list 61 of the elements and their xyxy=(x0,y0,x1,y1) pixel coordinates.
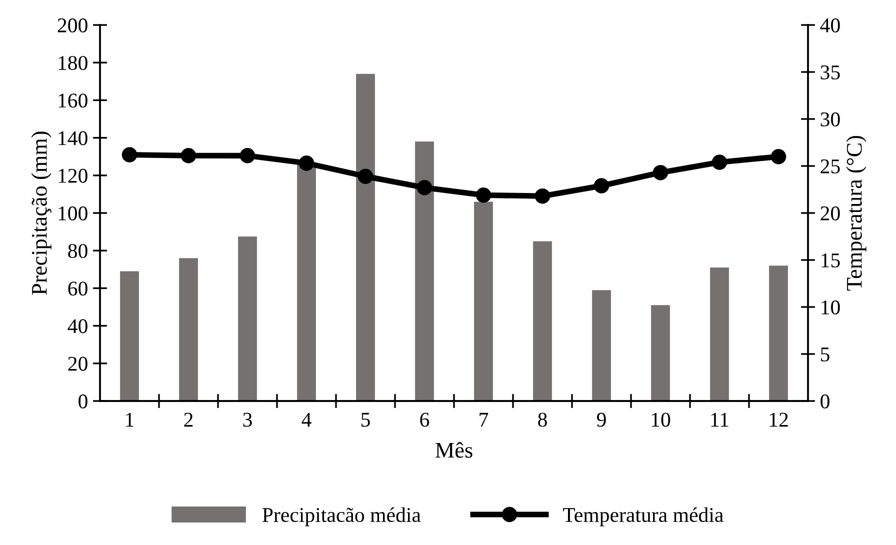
y2-tick-label: 15 xyxy=(822,253,840,268)
x-tick-label: 12 xyxy=(770,412,788,427)
x-axis-title: Mês xyxy=(436,442,472,458)
point xyxy=(298,156,314,171)
x-tick-label: 6 xyxy=(420,412,430,427)
bar xyxy=(238,236,257,401)
point xyxy=(652,164,668,180)
point xyxy=(240,148,256,164)
bar xyxy=(651,305,670,401)
y-tick-label: 180 xyxy=(58,56,88,70)
y-tick-label: 40 xyxy=(68,319,88,334)
y-tick-label: 20 xyxy=(68,356,88,371)
y-tick-label: 0 xyxy=(78,394,88,408)
x-tick-label: 7 xyxy=(480,412,488,427)
x-tick-label: 5 xyxy=(362,412,370,427)
bar xyxy=(710,268,729,401)
x-tick-label: 2 xyxy=(184,412,193,427)
point xyxy=(180,148,196,164)
x-tick-label: 8 xyxy=(538,412,547,427)
y-tick-label: 200 xyxy=(58,18,88,32)
y-tick-label: 80 xyxy=(68,244,88,258)
y-tick-label: 100 xyxy=(58,206,88,220)
bar xyxy=(179,258,198,401)
point xyxy=(416,180,432,196)
bar xyxy=(415,142,434,401)
point xyxy=(594,178,610,194)
legend-label: Precipitacão média xyxy=(262,507,421,526)
bar xyxy=(533,241,552,401)
x-tick-label: 3 xyxy=(243,412,252,427)
y-axis-title: Precipitação (mm) xyxy=(31,132,52,295)
point xyxy=(476,188,492,203)
x-tick-label: 11 xyxy=(711,412,728,427)
y-tick-label: 120 xyxy=(58,168,88,183)
bar xyxy=(769,266,788,401)
y2-tick-label: 20 xyxy=(820,206,840,220)
bar xyxy=(592,290,611,401)
x-tick-label: 9 xyxy=(596,412,606,427)
bar xyxy=(474,202,493,401)
bar xyxy=(356,74,375,401)
point xyxy=(122,147,138,162)
y2-tick-label: 25 xyxy=(820,159,840,174)
x-tick-label: 1 xyxy=(126,412,134,427)
bar xyxy=(120,271,139,401)
y2-axis-title: Temperatura (°C) xyxy=(846,136,866,291)
point xyxy=(770,148,786,164)
point xyxy=(712,154,728,170)
y2-tick-label: 40 xyxy=(820,18,840,32)
point xyxy=(358,168,374,184)
y-tick-label: 60 xyxy=(68,282,88,296)
y2-tick-label: 5 xyxy=(821,348,830,362)
bar xyxy=(297,164,316,401)
y-tick-label: 160 xyxy=(58,94,88,108)
y-tick-label: 140 xyxy=(58,131,88,146)
y2-tick-label: 10 xyxy=(822,300,840,314)
y2-tick-label: 30 xyxy=(820,112,840,126)
y2-tick-label: 35 xyxy=(820,65,840,80)
x-tick-label: 4 xyxy=(302,412,312,427)
legend-label: Temperatura média xyxy=(563,507,724,526)
y2-tick-label: 0 xyxy=(820,394,830,408)
point xyxy=(534,188,550,204)
x-tick-label: 10 xyxy=(652,412,670,427)
